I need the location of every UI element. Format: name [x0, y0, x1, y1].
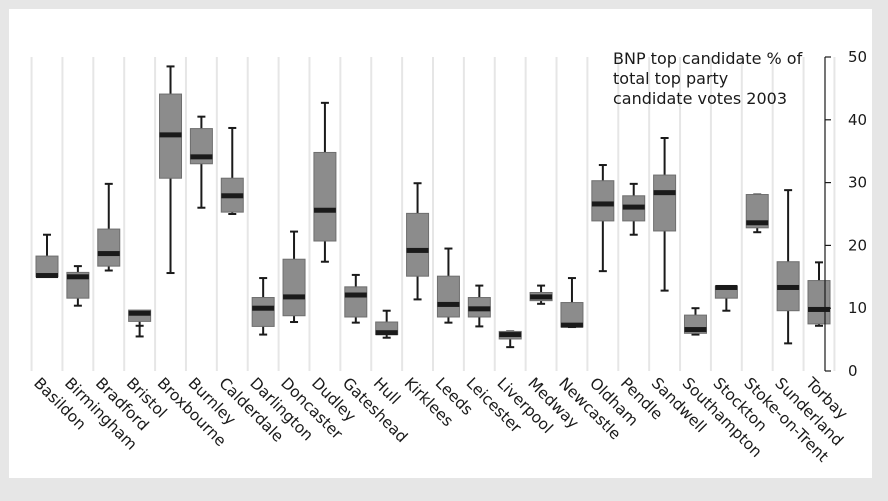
median-bar	[159, 132, 182, 138]
median-bar	[252, 305, 275, 311]
median-bar	[715, 284, 738, 290]
median-bar	[66, 274, 89, 280]
box-basildon	[35, 233, 59, 279]
box-doncaster	[282, 230, 306, 324]
median-bar	[36, 273, 58, 279]
median-bar	[530, 294, 553, 300]
box-leicester	[467, 284, 491, 328]
median-bar	[97, 251, 120, 257]
box-dudley	[313, 101, 337, 263]
box-kirklees	[406, 182, 430, 301]
median-bar	[622, 204, 645, 210]
y-tick-label: 0	[848, 362, 858, 380]
box-iqr	[406, 212, 430, 277]
box-sunderland	[776, 189, 800, 345]
grid-lines	[30, 57, 836, 371]
median-bar	[591, 201, 614, 207]
median-bar	[499, 332, 522, 338]
y-tick-label: 40	[848, 111, 867, 129]
median-bar	[777, 284, 800, 290]
median-bar	[128, 310, 151, 316]
chart-title-line-2: total top party	[613, 69, 728, 88]
box-calderdale	[220, 126, 244, 215]
plot-area	[9, 9, 872, 478]
median-bar	[190, 154, 213, 160]
box-birmingham	[66, 265, 90, 307]
median-bar	[375, 330, 398, 336]
box-iqr	[745, 194, 769, 229]
box-iqr	[436, 275, 460, 318]
box-leeds	[436, 247, 460, 324]
median-bar	[746, 220, 769, 226]
box-stoke-on-trent	[745, 193, 769, 234]
box-iqr	[128, 309, 152, 322]
box-burnley	[189, 115, 213, 209]
box-iqr	[97, 228, 121, 267]
box-stockton	[714, 284, 738, 312]
median-bar	[221, 193, 244, 199]
box-gateshead	[344, 273, 368, 324]
chart-title-line-1: BNP top candidate % of	[613, 49, 803, 68]
median-bar	[344, 292, 367, 298]
median-bar	[653, 190, 676, 196]
box-newcastle	[560, 277, 584, 329]
box-liverpool	[498, 330, 522, 349]
box-iqr	[591, 180, 615, 222]
box-southampton	[683, 307, 707, 336]
median-bar	[283, 294, 306, 300]
y-axis: 0 10 20 30 40 50	[824, 48, 867, 380]
box-oldham	[591, 164, 615, 273]
median-bar	[560, 322, 583, 328]
median-bar	[313, 207, 336, 213]
box-darlington	[251, 277, 275, 336]
median-bar	[808, 306, 830, 312]
y-tick-label: 30	[848, 174, 867, 192]
median-bar	[468, 306, 491, 312]
median-bar	[684, 327, 707, 333]
box-medway	[529, 284, 553, 305]
y-tick-label: 10	[848, 299, 867, 317]
box-bradford	[97, 182, 121, 272]
chart-title: BNP top candidate % of total top party c…	[613, 49, 803, 108]
box-bristol	[128, 309, 152, 338]
box-iqr	[251, 297, 275, 327]
box-pendle	[622, 182, 646, 236]
box-hull	[375, 309, 399, 339]
y-tick-label: 20	[848, 236, 867, 254]
box-iqr	[807, 280, 831, 325]
box-iqr	[344, 286, 368, 318]
median-bar	[437, 301, 460, 307]
box-iqr	[282, 258, 306, 317]
chart-title-line-3: candidate votes 2003	[613, 89, 787, 108]
box-broxbourne	[159, 65, 183, 275]
box-iqr	[653, 174, 677, 232]
box-sandwell	[653, 137, 677, 292]
median-bar	[406, 247, 429, 253]
y-tick-label: 50	[848, 48, 867, 66]
box-iqr	[313, 151, 337, 242]
